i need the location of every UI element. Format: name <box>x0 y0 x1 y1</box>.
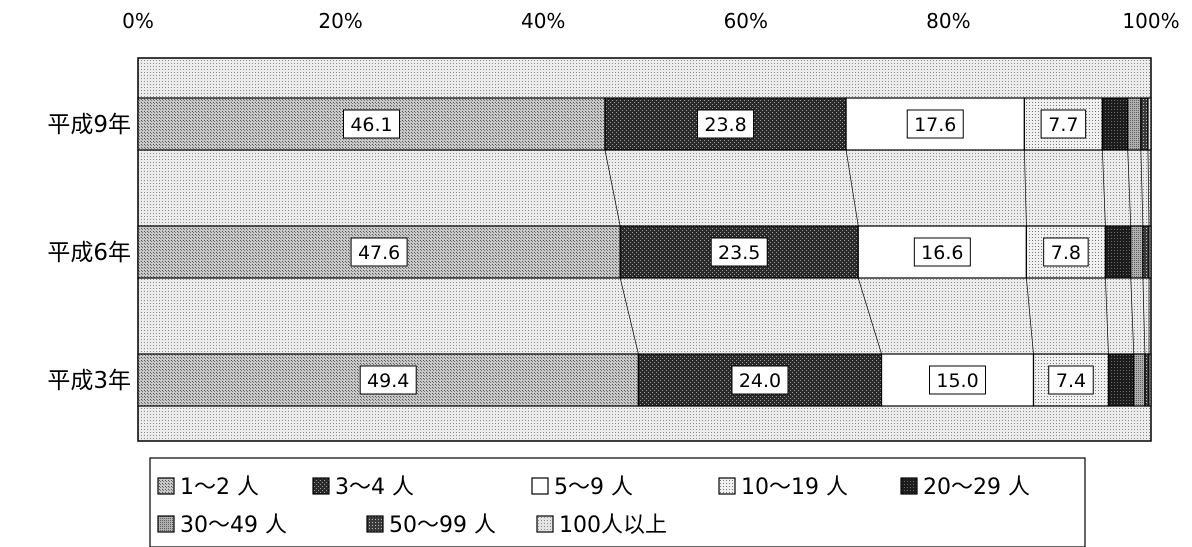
series-line <box>1140 149 1144 227</box>
series-line <box>1102 149 1106 227</box>
bar-segment <box>1101 97 1129 151</box>
x-tick-label: 80% <box>926 9 970 33</box>
data-label: 17.6 <box>906 109 964 139</box>
svg-text:7.4: 7.4 <box>1056 370 1086 392</box>
category-label: 平成6年 <box>47 240 131 266</box>
svg-text:47.6: 47.6 <box>358 242 400 264</box>
series-line <box>1105 277 1109 355</box>
legend-label: 3～4 人 <box>335 475 414 500</box>
legend-item: 50～99 人 <box>366 513 496 538</box>
bar-segment <box>1147 97 1152 151</box>
data-label: 7.7 <box>1040 109 1087 139</box>
legend-swatch <box>157 515 175 533</box>
series-line <box>604 149 621 227</box>
legend-swatch <box>900 477 918 495</box>
legend-label: 1～2 人 <box>180 475 259 500</box>
bar-segment <box>1148 353 1152 407</box>
legend-label: 30～49 人 <box>180 513 287 538</box>
legend-item: 100人以上 <box>536 513 667 538</box>
series-line <box>1147 149 1150 227</box>
x-tick-label: 40% <box>521 9 565 33</box>
legend-swatch <box>536 515 554 533</box>
data-label: 46.1 <box>342 109 400 139</box>
data-label: 7.4 <box>1048 365 1094 395</box>
x-tick-label: 0% <box>122 9 154 33</box>
series-lines <box>604 149 1150 355</box>
svg-text:46.1: 46.1 <box>350 114 392 136</box>
series-line <box>1142 277 1146 355</box>
svg-text:7.7: 7.7 <box>1048 114 1078 136</box>
legend-label: 20～29 人 <box>923 475 1030 500</box>
bar-segment <box>1032 353 1110 407</box>
legend-item: 1～2 人 <box>157 475 259 500</box>
legend-swatch <box>366 515 384 533</box>
x-tick-label: 60% <box>724 9 768 33</box>
series-line <box>619 277 639 355</box>
x-tick-label: 100% <box>1122 9 1179 33</box>
x-axis: 0% 20% 40% 60% 80% 100% <box>122 9 1179 33</box>
legend-item: 5～9 人 <box>531 475 633 500</box>
legend-swatch <box>718 477 736 495</box>
data-label: 16.6 <box>913 237 971 267</box>
bar-segment <box>1107 353 1135 407</box>
legend-label: 100人以上 <box>559 513 667 538</box>
bar-segment <box>1142 225 1150 279</box>
legend-item: 20～29 人 <box>900 475 1030 500</box>
data-label: 15.0 <box>929 365 987 395</box>
category-label: 平成3年 <box>47 368 131 394</box>
bar-segment <box>1148 225 1152 279</box>
svg-text:49.4: 49.4 <box>367 370 409 392</box>
legend-label: 5～9 人 <box>554 475 633 500</box>
data-label: 7.8 <box>1043 237 1089 267</box>
bar-segment <box>1127 97 1142 151</box>
svg-text:23.8: 23.8 <box>704 114 746 136</box>
legend-label: 10～19 人 <box>741 475 848 500</box>
bar-segment <box>1133 353 1146 407</box>
data-label: 49.4 <box>359 365 417 395</box>
bar-segment <box>1104 225 1132 279</box>
bar-segment <box>1140 97 1149 151</box>
data-labels: 46.1 23.8 17.6 7.7 47.6 23.5 16.6 7.8 49.4 24.0 15… <box>342 109 1094 395</box>
bar-segment <box>1144 353 1150 407</box>
series-line <box>845 149 859 227</box>
data-label: 23.8 <box>697 109 755 139</box>
legend-item: 10～19 人 <box>718 475 848 500</box>
legend: 1～2 人 3～4 人 5～9 人 10～19 人 20～29 人 30～49 人 50～9… <box>157 475 1030 538</box>
series-line <box>1026 277 1034 355</box>
category-label: 平成9年 <box>47 112 131 138</box>
x-tick-label: 20% <box>318 9 362 33</box>
series-line <box>1127 149 1132 227</box>
svg-text:15.0: 15.0 <box>936 370 978 392</box>
legend-swatch <box>531 477 549 495</box>
data-label: 24.0 <box>731 365 789 395</box>
bar-segment <box>1130 225 1144 279</box>
data-label: 47.6 <box>350 237 408 267</box>
legend-item: 3～4 人 <box>312 475 414 500</box>
series-line <box>1130 277 1135 355</box>
series-line <box>857 277 882 355</box>
svg-text:16.6: 16.6 <box>921 242 963 264</box>
legend-box <box>149 457 1086 547</box>
legend-swatch <box>157 477 175 495</box>
legend-item: 30～49 人 <box>157 513 287 538</box>
svg-text:17.6: 17.6 <box>914 114 956 136</box>
svg-text:23.5: 23.5 <box>718 242 760 264</box>
series-line <box>1024 149 1027 227</box>
legend-swatch <box>312 477 330 495</box>
svg-text:24.0: 24.0 <box>739 370 781 392</box>
legend-label: 50～99 人 <box>389 513 496 538</box>
data-label: 23.5 <box>710 237 768 267</box>
svg-text:7.8: 7.8 <box>1051 242 1081 264</box>
bars <box>137 97 1152 407</box>
